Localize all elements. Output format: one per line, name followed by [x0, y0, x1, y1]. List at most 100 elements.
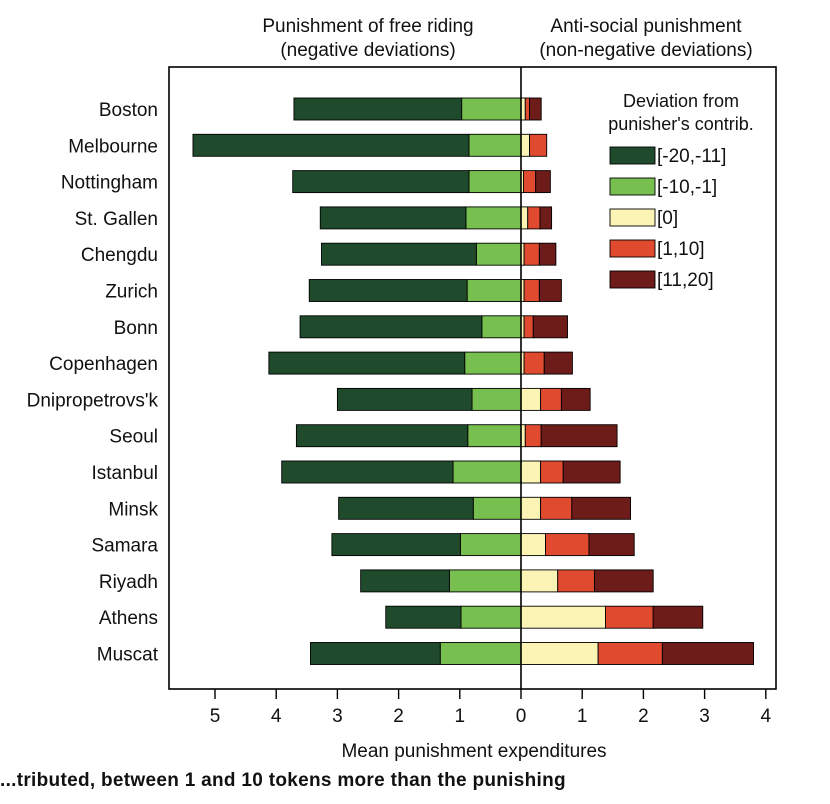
category-label-copenhagen: Copenhagen [49, 354, 158, 375]
bar-samara-0 [520, 533, 546, 557]
bar-athens-10-1 [460, 605, 522, 629]
bar-riyadh-0 [520, 569, 559, 593]
bar-boston-20-11 [293, 97, 463, 121]
bar-muscat-11-20 [661, 642, 755, 665]
category-labels: Boston Melbourne Nottingham St. Gallen Cheng… [27, 100, 159, 666]
bar-istanbul-1-10 [540, 460, 564, 484]
bar-bonn-20-11 [299, 315, 483, 339]
x-tick-label: 5 [210, 706, 221, 727]
header-right-line1: Anti-social punishment [550, 16, 742, 37]
bar-zurich-1-10 [523, 279, 540, 302]
bar-riyadh-20-11 [360, 569, 450, 593]
header-right-line2: (non-negative deviations) [539, 40, 752, 61]
bar-melbourne-0 [520, 133, 531, 157]
bar-istanbul-20-11 [281, 460, 454, 484]
category-label-zurich: Zurich [105, 282, 158, 303]
category-label-bonn: Bonn [114, 318, 158, 339]
category-label-minsk: Minsk [108, 499, 158, 520]
x-tick-label: 3 [332, 706, 343, 727]
bar-melbourne-1-10 [529, 133, 548, 157]
bar-athens-1-10 [605, 605, 654, 629]
bar-muscat-0 [520, 642, 599, 665]
bar-chengdu-20-11 [321, 242, 477, 266]
bar-istanbul-0 [520, 460, 542, 484]
bar-st-gallen-11-20 [539, 206, 553, 230]
legend-label-11-20: [11,20] [657, 270, 714, 291]
bar-st-gallen-1-10 [527, 206, 541, 230]
legend-swatch-20-11 [609, 146, 656, 165]
bar-muscat-10-1 [439, 642, 522, 665]
category-label-muscat: Muscat [97, 645, 159, 666]
bar-zurich-10-1 [466, 279, 522, 302]
bar-st-gallen-10-1 [465, 206, 522, 230]
x-tick-label: 1 [455, 706, 466, 727]
legend-swatch-10-1 [609, 177, 656, 196]
bar-st-gallen-20-11 [319, 206, 467, 230]
bar-seoul-20-11 [295, 424, 469, 448]
bar-minsk-11-20 [571, 496, 631, 520]
header-left-line1: Punishment of free riding [262, 16, 473, 37]
bar-athens-11-20 [652, 605, 704, 629]
bar-athens-20-11 [385, 605, 462, 629]
bar-nottingham-11-20 [535, 170, 551, 194]
category-label-boston: Boston [99, 100, 158, 121]
bar-chengdu-10-1 [475, 242, 522, 266]
bar-bonn-11-20 [532, 315, 568, 339]
bar-samara-10-1 [459, 533, 522, 557]
category-label-dnipropetrovs-k: Dnipropetrovs'k [27, 390, 159, 411]
bar-dnipropetrovs-k-1-10 [540, 387, 562, 411]
category-label-melbourne: Melbourne [68, 136, 158, 157]
x-tick-label: 3 [699, 706, 710, 727]
bar-zurich-20-11 [308, 279, 468, 302]
bar-riyadh-1-10 [557, 569, 595, 593]
bar-bonn-1-10 [523, 315, 534, 339]
x-tick-label: 2 [393, 706, 404, 727]
legend-label-20-11: [-20,-11] [657, 146, 726, 167]
x-tick-label: 4 [271, 706, 282, 727]
category-label-seoul: Seoul [109, 427, 158, 448]
bar-nottingham-1-10 [522, 170, 537, 194]
bar-muscat-20-11 [310, 642, 441, 665]
bar-melbourne-10-1 [468, 133, 522, 157]
bar-dnipropetrovs-k-20-11 [336, 387, 473, 411]
x-axis-ticks: 5 4 3 2 1 0 1 2 3 4 [210, 689, 772, 727]
legend-swatch-1-10 [609, 239, 656, 258]
bar-nottingham-20-11 [292, 170, 470, 194]
bar-boston-1-10 [524, 97, 531, 121]
header-left-line2: (negative deviations) [280, 40, 455, 61]
bar-samara-20-11 [331, 533, 461, 557]
legend: Deviation from punisher's contrib. [-20,… [608, 91, 754, 291]
x-axis-label: Mean punishment expenditures [341, 741, 606, 762]
category-label-athens: Athens [99, 608, 158, 629]
bar-seoul-1-10 [524, 424, 542, 448]
bar-minsk-0 [520, 496, 542, 520]
bar-melbourne-20-11 [192, 133, 470, 157]
legend-title-line2: punisher's contrib. [608, 114, 754, 134]
bar-minsk-1-10 [540, 496, 573, 520]
bar-dnipropetrovs-k-10-1 [471, 387, 522, 411]
bar-chengdu-11-20 [538, 242, 557, 266]
bar-athens-0 [520, 605, 606, 629]
bar-copenhagen-20-11 [268, 351, 466, 375]
category-label-chengdu: Chengdu [81, 245, 158, 266]
category-label-riyadh: Riyadh [99, 572, 158, 593]
category-label-nottingham: Nottingham [61, 173, 158, 194]
caption-fragment: ...tributed, between 1 and 10 tokens mor… [0, 770, 566, 791]
legend-title-line1: Deviation from [623, 91, 739, 111]
bar-samara-11-20 [588, 533, 635, 557]
bar-minsk-10-1 [472, 496, 522, 520]
x-tick-label: 0 [516, 706, 527, 727]
bar-seoul-11-20 [540, 424, 618, 448]
legend-swatch-0 [609, 208, 656, 227]
bar-samara-1-10 [545, 533, 590, 557]
bar-istanbul-10-1 [452, 460, 522, 484]
legend-label-10-1: [-10,-1] [657, 177, 717, 198]
bar-copenhagen-11-20 [543, 351, 573, 375]
bar-riyadh-11-20 [593, 569, 654, 593]
legend-label-0: [0] [657, 208, 678, 229]
plot-frame [168, 66, 777, 690]
x-tick-label: 2 [638, 706, 649, 727]
punishment-chart: Punishment of free riding (negative devi… [27, 16, 777, 762]
bar-copenhagen-1-10 [523, 351, 545, 375]
bar-boston-11-20 [529, 97, 542, 121]
